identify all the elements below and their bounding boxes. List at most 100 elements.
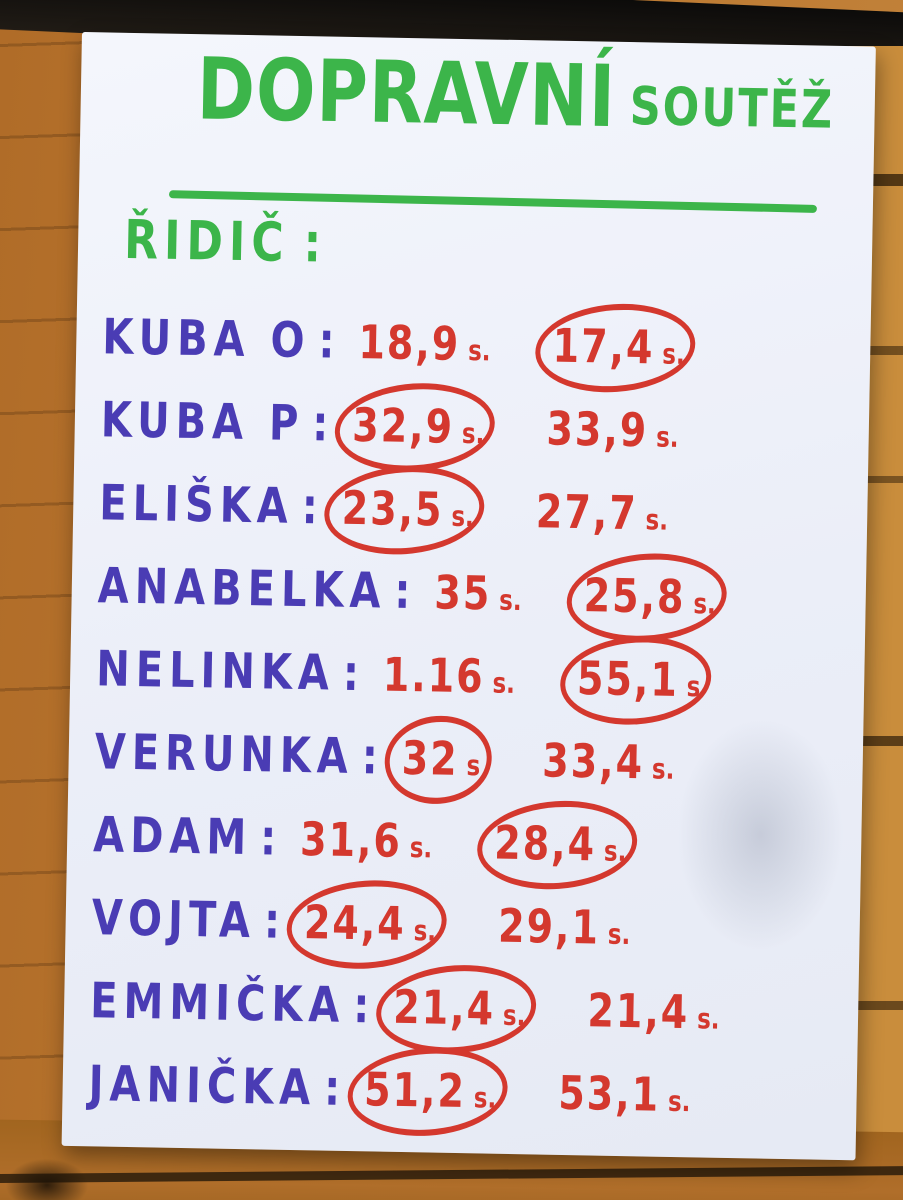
time-unit: s. <box>492 667 516 700</box>
section-label-text: ŘIDIČ <box>123 209 291 275</box>
time-attempt-1: 32,9 s. <box>352 398 485 454</box>
time-attempt-2: 25,8 s. <box>583 568 716 624</box>
time-unit: s. <box>451 500 475 533</box>
title-underline <box>168 190 817 213</box>
time-attempt-2: 29,1 s. <box>498 898 631 954</box>
time-attempt-2: 28,4 s. <box>494 815 627 871</box>
time-value: 28,4 <box>493 815 597 871</box>
time-value: 51,2 <box>363 1062 467 1118</box>
time-unit: s. <box>696 1003 720 1036</box>
driver-name: NELINKA <box>95 640 336 702</box>
wood-grain-streak <box>0 1165 903 1184</box>
colon-separator: : <box>352 977 370 1034</box>
colon-separator: : <box>301 478 319 535</box>
score-list: KUBA O : 18,9 s. 17,4 s. KUBA P : 32,9 s. 3… <box>88 308 847 1151</box>
time-value: 31,6 <box>299 811 403 868</box>
time-value: 1.16 <box>382 647 486 703</box>
time-attempt-2: 17,4 s. <box>552 318 685 374</box>
time-attempt-2: 33,9 s. <box>546 401 679 457</box>
time-attempt-2: 21,4 s. <box>587 983 720 1039</box>
driver-name: JANIČKA <box>88 1055 317 1117</box>
wood-shadow-corner <box>0 1150 102 1200</box>
time-value: 25,8 <box>583 567 686 624</box>
score-row: EMMIČKA : 21,4 s. 21,4 s. <box>90 972 835 1043</box>
time-value: 53,1 <box>557 1065 661 1122</box>
score-row: KUBA P : 32,9 s. 33,9 s. <box>100 391 845 462</box>
score-row: KUBA O : 18,9 s. 17,4 s. <box>102 308 847 379</box>
time-value: 35 <box>433 565 492 620</box>
score-row: ELIŠKA : 23,5 s. 27,7 s. <box>99 474 844 545</box>
time-value: 27,7 <box>535 484 639 540</box>
score-row: VERUNKA : 32 s 33,4 s. <box>94 723 839 794</box>
time-unit: s <box>466 750 481 783</box>
score-sheet-paper: DOPRAVNÍ SOUTĚŽ ŘIDIČ: KUBA O : 18,9 s. 17… <box>61 32 879 1161</box>
driver-name: EMMIČKA <box>89 972 346 1034</box>
time-attempt-2: 55,1 s <box>577 651 701 707</box>
colon-separator: : <box>311 395 329 453</box>
section-label: ŘIDIČ: <box>124 209 328 275</box>
time-attempt-1: 32 s <box>401 731 481 786</box>
time-value: 33,9 <box>545 401 649 457</box>
time-unit: s. <box>413 915 437 948</box>
colon-separator: : <box>393 563 411 620</box>
colon-separator: : <box>342 645 360 702</box>
time-unit: s. <box>655 421 679 454</box>
time-value: 55,1 <box>576 650 680 707</box>
driver-name: VERUNKA <box>94 723 355 785</box>
time-attempt-2: 27,7 s. <box>535 484 668 540</box>
time-attempt-1: 1.16 s. <box>382 647 515 703</box>
time-unit: s. <box>651 753 675 786</box>
score-row: NELINKA : 1.16 s. 55,1 s <box>96 640 841 711</box>
title-sub: SOUTĚŽ <box>629 76 835 142</box>
time-attempt-2: 33,4 s. <box>542 733 675 789</box>
time-unit: s. <box>667 1085 691 1119</box>
score-row: JANIČKA : 51,2 s. 53,1 s. <box>88 1055 833 1126</box>
score-row: ANABELKA : 35 s. 25,8 s. <box>97 557 842 628</box>
time-value: 21,4 <box>392 979 496 1036</box>
time-unit: s. <box>409 832 433 865</box>
time-unit: s. <box>607 918 631 951</box>
time-attempt-1: 18,9 s. <box>358 315 491 371</box>
time-attempt-1: 21,4 s. <box>393 980 526 1036</box>
driver-name: VOJTA <box>91 889 257 949</box>
time-attempt-1: 35 s. <box>434 565 522 620</box>
time-value: 18,9 <box>358 314 461 371</box>
colon-separator: : <box>259 809 277 867</box>
time-unit: s. <box>645 504 669 537</box>
driver-name: ANABELKA <box>97 557 387 620</box>
time-unit: s. <box>603 835 627 868</box>
colon-separator: : <box>318 312 336 370</box>
section-colon: : <box>303 212 328 276</box>
colon-separator: : <box>361 728 379 786</box>
time-unit: s <box>686 671 701 704</box>
time-value: 32 <box>401 730 460 786</box>
sheet-title: DOPRAVNÍ SOUTĚŽ <box>196 39 835 147</box>
driver-name: ELIŠKA <box>98 474 295 535</box>
time-attempt-2: 53,1 s. <box>558 1066 691 1122</box>
title-main: DOPRAVNÍ <box>196 39 617 147</box>
time-unit: s. <box>662 338 686 371</box>
time-unit: s. <box>461 417 485 451</box>
time-value: 32,9 <box>351 397 455 454</box>
time-attempt-1: 24,4 s. <box>304 895 437 951</box>
time-attempt-1: 23,5 s. <box>341 481 474 537</box>
driver-name: KUBA P <box>100 391 305 452</box>
driver-name: ADAM <box>92 806 253 866</box>
time-value: 23,5 <box>341 480 445 537</box>
colon-separator: : <box>323 1060 341 1117</box>
time-unit: s. <box>498 584 522 617</box>
colon-separator: : <box>263 892 281 950</box>
time-value: 21,4 <box>587 983 690 1039</box>
time-value: 24,4 <box>303 894 407 951</box>
time-unit: s. <box>473 1082 497 1115</box>
driver-name: KUBA O <box>101 308 312 369</box>
time-value: 29,1 <box>497 898 601 954</box>
time-unit: s. <box>693 588 717 621</box>
time-unit: s. <box>502 999 526 1032</box>
time-attempt-1: 31,6 s. <box>300 812 433 868</box>
time-unit: s. <box>467 335 491 368</box>
score-row: VOJTA : 24,4 s. 29,1 s. <box>91 889 836 960</box>
time-value: 17,4 <box>552 318 655 374</box>
time-value: 33,4 <box>541 733 645 789</box>
